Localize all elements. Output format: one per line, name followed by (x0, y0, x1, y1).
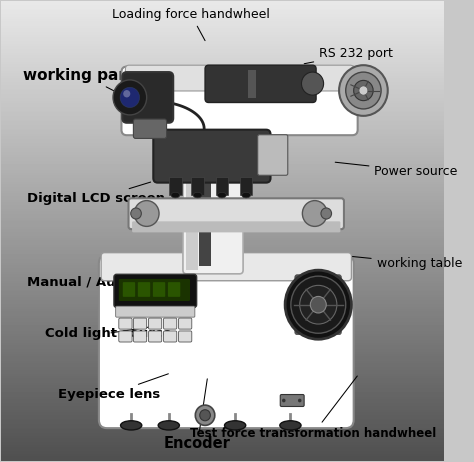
FancyBboxPatch shape (123, 282, 135, 297)
Text: Manual / Auto Turret: Manual / Auto Turret (27, 275, 182, 288)
Text: RS 232 port: RS 232 port (304, 47, 393, 64)
FancyBboxPatch shape (133, 331, 146, 342)
FancyBboxPatch shape (101, 253, 351, 281)
Circle shape (113, 80, 146, 115)
FancyBboxPatch shape (164, 318, 177, 329)
FancyBboxPatch shape (205, 65, 316, 103)
Text: Digital LCD screen: Digital LCD screen (27, 182, 165, 205)
Text: Power source: Power source (335, 162, 458, 177)
Circle shape (359, 86, 368, 95)
Circle shape (134, 201, 159, 226)
FancyBboxPatch shape (122, 72, 173, 123)
Ellipse shape (225, 421, 246, 430)
Bar (191, 176, 204, 195)
FancyBboxPatch shape (168, 282, 180, 297)
Circle shape (131, 208, 141, 219)
Circle shape (302, 201, 327, 226)
FancyBboxPatch shape (132, 221, 340, 232)
Circle shape (301, 72, 324, 95)
FancyBboxPatch shape (164, 331, 177, 342)
FancyBboxPatch shape (183, 115, 243, 274)
Bar (169, 176, 182, 195)
FancyBboxPatch shape (116, 306, 195, 317)
Text: working table: working table (340, 255, 462, 270)
Bar (248, 70, 256, 98)
FancyBboxPatch shape (133, 119, 166, 139)
Ellipse shape (242, 192, 251, 198)
Circle shape (321, 208, 332, 219)
FancyBboxPatch shape (258, 135, 288, 175)
Circle shape (282, 399, 285, 402)
Circle shape (285, 270, 351, 339)
Circle shape (200, 410, 210, 421)
Text: Test force transformation handwheel: Test force transformation handwheel (190, 376, 437, 440)
Bar (199, 123, 211, 266)
Text: Cold light source: Cold light source (45, 326, 172, 340)
FancyBboxPatch shape (153, 282, 165, 297)
Text: Loading force handwheel: Loading force handwheel (112, 8, 270, 41)
FancyBboxPatch shape (280, 395, 304, 407)
Circle shape (195, 405, 215, 426)
Bar (186, 118, 198, 270)
Text: working panel: working panel (23, 68, 145, 96)
FancyBboxPatch shape (133, 318, 146, 329)
FancyBboxPatch shape (128, 198, 344, 229)
FancyBboxPatch shape (114, 274, 197, 308)
FancyBboxPatch shape (179, 331, 192, 342)
Circle shape (300, 286, 337, 324)
Circle shape (123, 90, 130, 97)
Ellipse shape (171, 192, 180, 198)
Circle shape (346, 72, 381, 109)
Circle shape (339, 65, 388, 116)
FancyBboxPatch shape (119, 318, 132, 329)
FancyBboxPatch shape (126, 65, 354, 91)
Circle shape (354, 80, 373, 101)
FancyBboxPatch shape (295, 275, 341, 334)
FancyBboxPatch shape (99, 255, 354, 428)
Ellipse shape (120, 421, 142, 430)
Circle shape (120, 87, 139, 108)
Circle shape (310, 297, 326, 313)
Bar (216, 176, 228, 195)
Text: Eyepiece lens: Eyepiece lens (58, 374, 168, 401)
FancyBboxPatch shape (148, 318, 162, 329)
FancyBboxPatch shape (179, 318, 192, 329)
FancyBboxPatch shape (119, 331, 132, 342)
Circle shape (298, 399, 301, 402)
Ellipse shape (193, 192, 202, 198)
Ellipse shape (280, 421, 301, 430)
FancyBboxPatch shape (119, 279, 190, 301)
FancyBboxPatch shape (121, 67, 358, 135)
Text: Encoder: Encoder (164, 379, 231, 451)
FancyBboxPatch shape (153, 130, 271, 182)
FancyBboxPatch shape (138, 282, 150, 297)
FancyBboxPatch shape (148, 331, 162, 342)
Ellipse shape (218, 192, 226, 198)
Bar (240, 176, 252, 195)
Circle shape (291, 276, 346, 333)
Ellipse shape (158, 421, 179, 430)
